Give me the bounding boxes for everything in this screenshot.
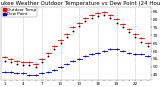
Point (115, 19, 118, 20)
Point (9, 61, 12, 63)
Point (134, 36, 136, 37)
Point (3, 57, 6, 58)
Point (84, 17, 87, 19)
Point (109, 49, 112, 50)
Point (16, 72, 18, 74)
Point (121, 27, 124, 28)
Point (146, 46, 149, 47)
Point (134, 33, 136, 34)
Point (3, 60, 6, 61)
Point (41, 58, 43, 60)
Point (78, 25, 80, 26)
Point (59, 39, 62, 41)
Point (59, 42, 62, 44)
Point (140, 38, 143, 39)
Point (140, 41, 143, 42)
Point (47, 52, 49, 53)
Point (3, 71, 6, 72)
Point (72, 27, 74, 28)
Point (115, 49, 118, 50)
Point (128, 28, 130, 30)
Point (109, 14, 112, 15)
Point (146, 55, 149, 56)
Point (97, 12, 99, 14)
Point (16, 63, 18, 64)
Point (109, 17, 112, 19)
Point (22, 61, 24, 63)
Point (72, 60, 74, 61)
Point (103, 11, 105, 12)
Point (140, 54, 143, 55)
Point (128, 31, 130, 33)
Point (146, 42, 149, 44)
Point (34, 63, 37, 64)
Point (84, 55, 87, 56)
Point (78, 22, 80, 23)
Point (28, 74, 31, 76)
Point (9, 71, 12, 72)
Point (22, 72, 24, 74)
Point (41, 72, 43, 74)
Point (103, 50, 105, 52)
Point (121, 50, 124, 52)
Point (78, 58, 80, 60)
Point (90, 17, 93, 19)
Point (121, 23, 124, 25)
Point (34, 66, 37, 68)
Point (90, 54, 93, 55)
Point (28, 65, 31, 66)
Point (115, 22, 118, 23)
Point (34, 74, 37, 76)
Point (9, 58, 12, 60)
Title: Milwaukee Weather Outdoor Temperature vs Dew Point (24 Hours): Milwaukee Weather Outdoor Temperature vs… (0, 1, 160, 6)
Point (90, 14, 93, 15)
Point (59, 66, 62, 68)
Point (134, 54, 136, 55)
Point (53, 46, 56, 47)
Point (47, 71, 49, 72)
Point (97, 52, 99, 53)
Point (47, 55, 49, 56)
Point (53, 69, 56, 71)
Point (41, 61, 43, 63)
Point (128, 52, 130, 53)
Point (65, 33, 68, 34)
Point (28, 61, 31, 63)
Point (97, 16, 99, 17)
Point (65, 36, 68, 37)
Point (103, 14, 105, 15)
Legend: Outdoor Temp, Dew Point: Outdoor Temp, Dew Point (2, 7, 37, 17)
Point (53, 49, 56, 50)
Point (22, 65, 24, 66)
Point (72, 30, 74, 31)
Point (16, 60, 18, 61)
Point (65, 63, 68, 64)
Point (84, 20, 87, 22)
